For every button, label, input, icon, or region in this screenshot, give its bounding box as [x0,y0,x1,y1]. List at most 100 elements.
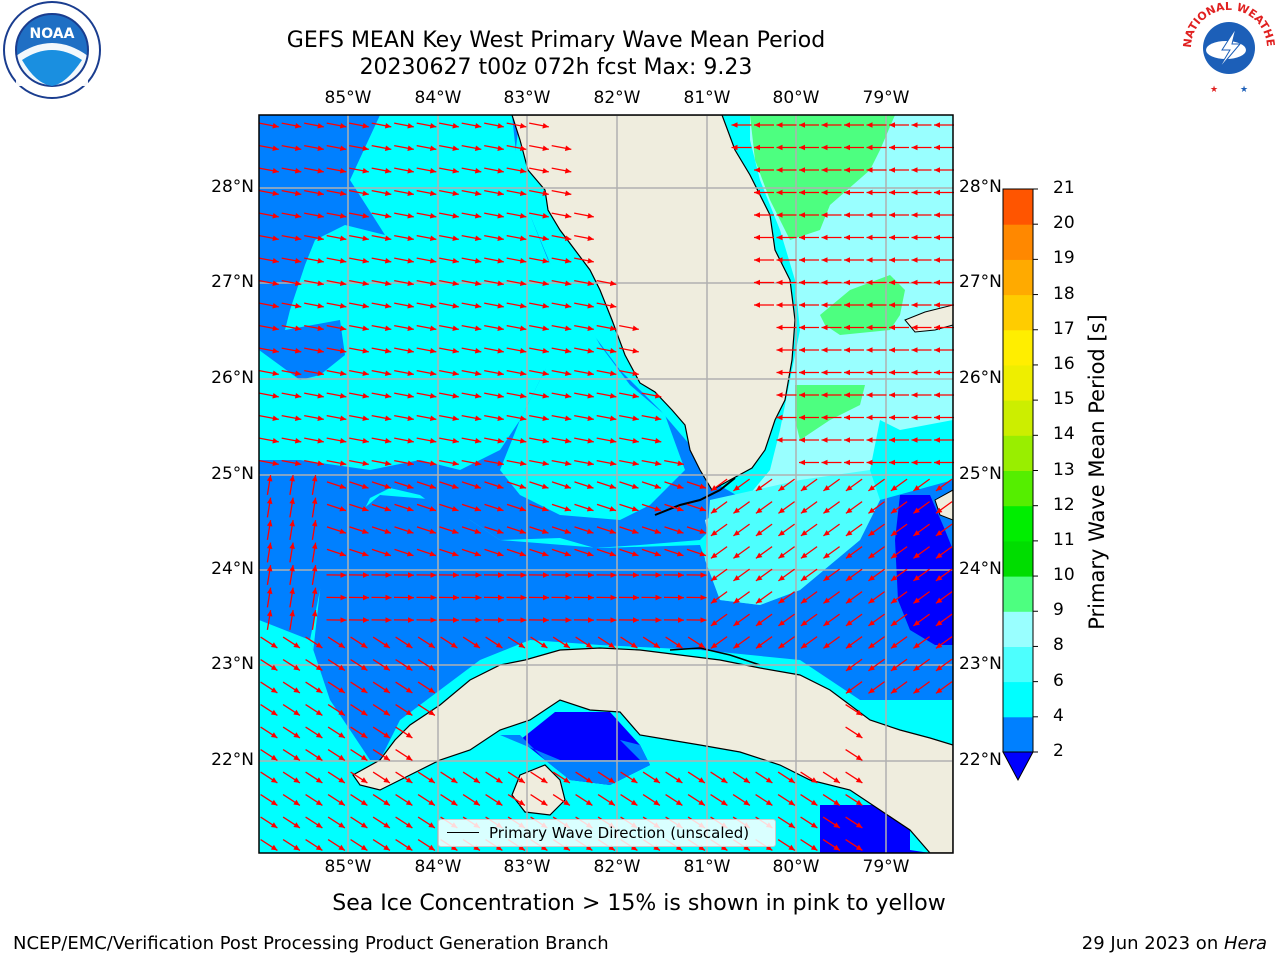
wave-arrow-head [339,483,346,489]
wave-arrow-head [911,234,918,241]
wave-arrow-head [384,528,391,534]
wave-arrow-head [383,732,390,738]
wave-arrow-head [294,258,302,264]
wave-arrow-head [563,799,570,806]
wave-arrow-head [452,168,459,174]
wave-arrow-head [844,144,850,151]
lon-tick-bottom: 85°W [324,857,372,877]
wave-arrow-head [429,506,436,512]
wave-arrow-head [362,393,369,399]
wave-arrow-head [293,687,300,693]
wave-arrow-head [294,235,302,241]
wave-arrow-head [776,144,783,151]
colorbar-tick-label: 13 [1053,459,1075,480]
wave-arrow-head [778,530,785,536]
wave-arrow-head [754,144,760,151]
footer-date: 29 Jun 2023 on Hera [1082,933,1267,954]
lat-tick-right: 28°N [959,177,1002,197]
wave-arrow-head [866,459,873,466]
wave-arrow-head [405,822,413,828]
wave-arrow-head [474,280,482,286]
wave-arrow-head [778,552,785,559]
wave-arrow-head [587,460,594,466]
wave-arrow-head [266,610,273,617]
light-cyan-region-atlantic [705,115,953,545]
wave-arrow-head [821,167,828,173]
wave-arrow-head [821,369,828,376]
wave-arrow-head [823,597,830,604]
wave-arrow-head [408,617,414,623]
wave-arrow-head [788,777,795,783]
wave-arrow-head [474,551,481,557]
wave-arrow-head [497,280,504,286]
wave-arrow-head [453,594,459,601]
wave-arrow-head [844,302,850,308]
cuba-land [352,647,953,853]
wave-arrow-head [428,664,435,671]
wave-arrow-head [340,572,347,578]
wave-arrow-head [362,213,369,219]
wave-arrow-head [450,844,458,851]
wave-arrow-head [315,822,323,828]
green-patch-north [750,115,895,240]
wave-arrow-head [270,664,278,671]
wave-arrow-head [362,415,369,421]
wave-arrow-head [654,506,661,512]
wave-arrow-head [565,594,572,601]
lat-tick-right: 24°N [959,559,1002,579]
wave-arrow-head [609,348,617,354]
wave-arrow-head [317,370,324,376]
wave-arrow-head [866,414,873,421]
wave-arrow-head [890,552,898,559]
wave-arrow-head [585,777,593,783]
wave-arrow-head [823,530,830,536]
wave-arrow-head [564,506,571,512]
wave-arrow-head [800,530,808,536]
wave-arrow-head [360,642,368,648]
wave-arrow-head [270,642,278,648]
colorbar [1002,188,1038,782]
wave-arrow-head [934,392,940,398]
wave-arrow-head [889,234,895,241]
lat-tick-right: 25°N [959,464,1002,484]
wave-arrow-head [609,325,617,331]
wave-arrow-head [272,348,279,354]
wave-arrow-head [429,235,437,241]
wave-arrow-head [452,303,459,309]
wave-arrow-head [699,551,706,557]
wave-arrow-head [266,542,273,549]
wave-arrow-head [866,212,873,218]
wave-arrow-head [317,393,324,399]
wave-arrow-head [755,597,763,604]
wave-arrow-head [384,213,392,219]
wave-arrow-head [407,235,414,241]
colorbar-segment [1003,435,1033,471]
wave-arrow-head [889,144,895,151]
wave-arrow-head [776,392,783,398]
wave-arrow-head [821,212,828,218]
wave-arrow-head [564,348,572,354]
wave-arrow-head [407,460,414,466]
wave-arrow-head [315,777,323,783]
wave-arrow-head [889,122,895,128]
wave-arrow-head [564,213,572,219]
wave-arrow-head [608,642,615,648]
wave-arrow-head [520,572,527,578]
wave-arrow-head [866,122,873,128]
wave-arrow-head [765,844,773,851]
wave-arrow-head [564,460,572,466]
wave-arrow-head [845,620,853,626]
wave-arrow-head [405,844,413,851]
wave-arrow-head [889,459,895,466]
colorbar-tick-label: 19 [1053,248,1075,269]
wave-arrow-head [429,415,437,421]
wave-arrow-head [653,799,660,806]
wave-arrow-head [810,844,818,851]
wave-arrow-head [608,844,615,851]
wave-arrow-head [890,597,898,604]
wave-arrow-head [311,542,318,549]
wave-arrow-head [934,369,940,376]
wave-arrow-head [609,438,617,444]
wave-arrow-head [800,620,808,626]
wave-arrow-head [452,190,459,196]
